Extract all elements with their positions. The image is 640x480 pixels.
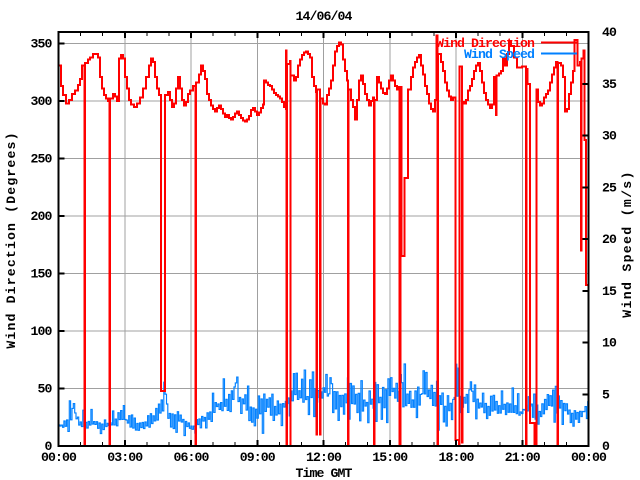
svg-text:0: 0 bbox=[45, 439, 53, 454]
svg-text:21:00: 21:00 bbox=[505, 450, 541, 465]
svg-text:12:00: 12:00 bbox=[306, 450, 342, 465]
svg-text:15: 15 bbox=[602, 284, 617, 299]
svg-text:Wind Direction: Wind Direction bbox=[436, 36, 535, 51]
svg-text:03:00: 03:00 bbox=[107, 450, 143, 465]
svg-text:0: 0 bbox=[602, 439, 610, 454]
svg-text:00:00: 00:00 bbox=[41, 450, 77, 465]
svg-text:09:00: 09:00 bbox=[240, 450, 276, 465]
svg-text:100: 100 bbox=[31, 324, 53, 339]
svg-text:Wind Speed: Wind Speed bbox=[464, 47, 535, 62]
svg-text:14/06/04: 14/06/04 bbox=[296, 9, 353, 24]
svg-text:200: 200 bbox=[31, 209, 53, 224]
svg-text:Wind Speed (m/s): Wind Speed (m/s) bbox=[620, 170, 635, 317]
svg-text:35: 35 bbox=[602, 77, 617, 92]
svg-text:15:00: 15:00 bbox=[372, 450, 408, 465]
svg-text:18:00: 18:00 bbox=[439, 450, 475, 465]
svg-text:150: 150 bbox=[31, 267, 53, 282]
svg-text:250: 250 bbox=[31, 152, 53, 167]
svg-text:06:00: 06:00 bbox=[174, 450, 210, 465]
svg-text:10: 10 bbox=[602, 336, 617, 351]
svg-text:300: 300 bbox=[31, 94, 53, 109]
svg-text:5: 5 bbox=[602, 387, 610, 402]
svg-text:20: 20 bbox=[602, 232, 617, 247]
svg-text:350: 350 bbox=[31, 37, 53, 52]
svg-text:40: 40 bbox=[602, 25, 617, 40]
svg-text:Wind Direction (Degrees): Wind Direction (Degrees) bbox=[4, 131, 19, 348]
svg-text:Time GMT: Time GMT bbox=[296, 466, 353, 480]
svg-text:50: 50 bbox=[38, 382, 53, 397]
svg-text:30: 30 bbox=[602, 129, 617, 144]
svg-text:25: 25 bbox=[602, 180, 617, 195]
svg-text:00:00: 00:00 bbox=[571, 450, 607, 465]
